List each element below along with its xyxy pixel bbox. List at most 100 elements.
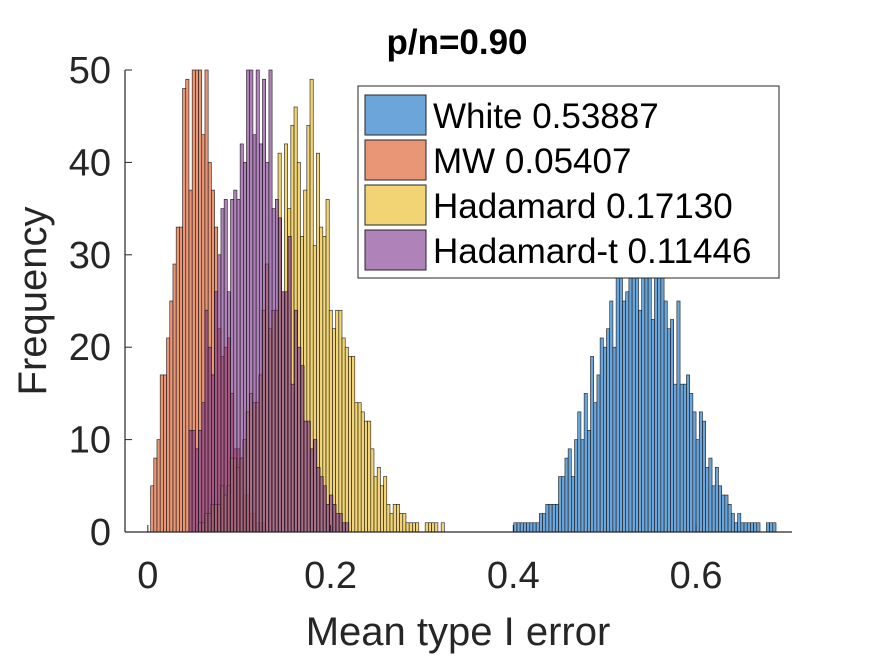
histogram-bar	[399, 513, 404, 533]
legend-label: Hadamard 0.17130	[433, 187, 733, 226]
legend-swatch	[364, 229, 427, 271]
histogram-bar	[348, 356, 352, 533]
histogram-bar	[408, 522, 413, 533]
histogram-bar	[376, 467, 381, 533]
histogram-bar	[750, 522, 754, 533]
histogram-bar	[548, 503, 553, 533]
histogram-bar	[195, 448, 199, 533]
histogram-bar	[370, 448, 375, 533]
histogram-bar	[335, 309, 340, 533]
histogram-bar	[424, 522, 429, 533]
x-tick-label: 0.6	[670, 555, 723, 597]
x-axis-label: Mean type I error	[306, 610, 611, 654]
histogram-bar	[383, 476, 388, 533]
histogram-bar	[211, 374, 215, 533]
histogram-bar	[227, 291, 231, 533]
histogram-bar	[169, 300, 174, 533]
histogram-bar	[702, 420, 706, 533]
legend-swatch	[364, 184, 427, 226]
x-tick-label: 0	[137, 555, 158, 597]
histogram-bar	[351, 356, 356, 533]
histogram-bar	[743, 522, 748, 533]
histogram-bar	[214, 291, 219, 533]
histogram-bar	[625, 291, 630, 533]
histogram-bar	[705, 467, 710, 533]
histogram-bar	[313, 439, 318, 533]
histogram-bar	[201, 402, 206, 533]
histogram-bar	[166, 337, 171, 533]
histogram-bar	[670, 319, 674, 533]
histogram-bar	[233, 189, 238, 533]
histogram-bar	[583, 393, 588, 533]
histogram-bar	[344, 346, 349, 533]
legend-box	[357, 85, 780, 279]
histogram-bar	[622, 300, 627, 533]
histogram-bar	[606, 328, 611, 533]
histogram-bar	[756, 522, 761, 533]
histogram-bar	[730, 513, 735, 533]
histogram-bar	[332, 503, 337, 533]
histogram-bar	[341, 337, 346, 533]
histogram-bar	[310, 448, 314, 533]
y-tick-label: 10	[69, 420, 111, 462]
histogram-bar	[590, 356, 595, 533]
histogram-bar	[322, 485, 327, 533]
histogram-bar	[766, 522, 770, 533]
histogram-bar	[297, 346, 302, 533]
legend-swatch	[364, 139, 427, 181]
histogram-bar	[159, 374, 164, 533]
histogram-bar	[153, 457, 158, 533]
x-ticks-layer: 0 0.2 0.4 0.6	[137, 525, 722, 597]
histogram-bar	[179, 226, 183, 533]
y-tick-label: 0	[90, 512, 111, 554]
histogram-bar	[753, 522, 758, 533]
histogram-bar	[650, 319, 655, 533]
histogram-bar	[567, 448, 572, 533]
histogram-bar	[338, 309, 343, 533]
x-tick-label: 0.4	[487, 555, 540, 597]
histogram-bar	[516, 522, 521, 533]
histogram-bar	[519, 522, 524, 533]
histogram-bar	[689, 393, 694, 533]
histogram-bar	[612, 346, 617, 533]
histogram-bar	[354, 402, 359, 533]
histogram-bar	[360, 411, 365, 533]
histogram-bar	[373, 476, 378, 533]
histogram-bar	[249, 69, 254, 533]
histogram-bar	[571, 476, 575, 533]
histogram-bar	[281, 291, 286, 533]
histogram-bar	[405, 522, 410, 533]
histogram-bar	[303, 420, 308, 533]
histogram-bar	[198, 430, 203, 533]
histogram-bar	[284, 291, 289, 533]
histogram-bar	[676, 300, 681, 533]
histogram-bar	[577, 411, 582, 533]
histogram-bar	[271, 208, 276, 533]
histogram-bar	[698, 411, 703, 533]
histogram-bar	[278, 217, 283, 533]
histogram-bar	[163, 374, 167, 533]
histogram-bar	[539, 513, 543, 533]
legend-label: MW 0.05407	[433, 142, 631, 181]
histogram-bar	[207, 346, 212, 533]
histogram-bar	[367, 420, 372, 533]
histogram-bar	[274, 199, 279, 533]
histogram-bar	[641, 245, 646, 533]
histogram-bar	[185, 78, 190, 533]
y-tick-label: 40	[69, 142, 111, 184]
histogram-bar	[513, 522, 518, 533]
histogram-bar	[615, 263, 620, 533]
histogram-bar	[561, 476, 566, 533]
y-tick-label: 20	[69, 327, 111, 369]
histogram-bar	[609, 300, 614, 533]
histogram-bar	[342, 522, 346, 533]
histogram-bar	[191, 430, 196, 533]
histogram-bar	[529, 522, 534, 533]
histogram-bar	[711, 485, 716, 533]
histogram-bar	[708, 457, 713, 533]
histogram-bar	[300, 365, 305, 533]
histogram-bar	[692, 411, 697, 533]
histogram-bar	[551, 503, 556, 533]
histogram-bar	[593, 402, 598, 533]
histogram-bar	[188, 430, 193, 533]
